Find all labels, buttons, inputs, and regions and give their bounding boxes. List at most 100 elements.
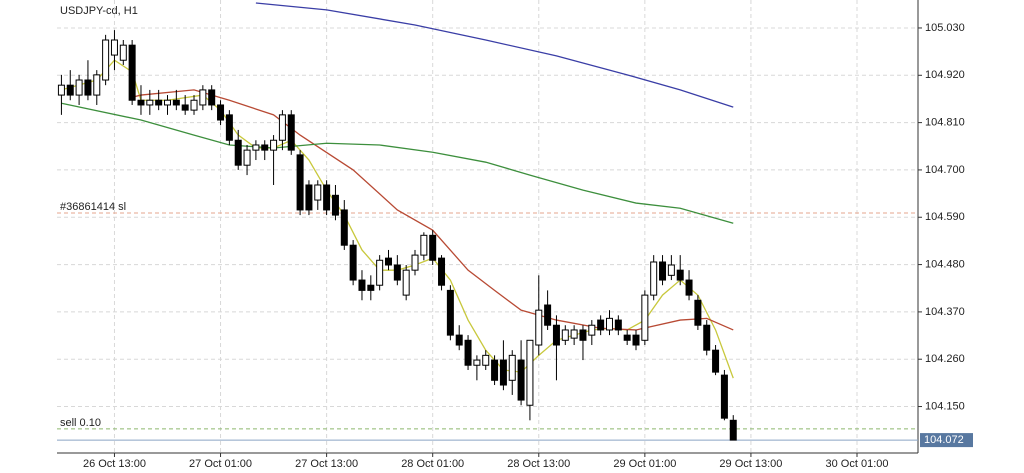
candle-body <box>163 99 171 106</box>
candle-body <box>155 99 163 106</box>
candle-body <box>535 309 543 346</box>
candle-body <box>499 359 507 386</box>
y-tick-label: 104.590 <box>925 211 965 223</box>
candle-body <box>66 84 74 96</box>
candle-body <box>676 269 684 281</box>
candle-body <box>287 114 295 151</box>
x-tick-label: 28 Oct 13:00 <box>507 458 570 470</box>
candle-body <box>190 99 198 111</box>
candle-body <box>588 324 596 336</box>
x-tick-label: 27 Oct 13:00 <box>295 458 358 470</box>
candle-body <box>420 234 428 256</box>
candle-body <box>146 99 154 106</box>
candle-body <box>561 329 569 341</box>
candle-body <box>729 419 737 441</box>
candle-body <box>438 257 446 286</box>
y-tick-label: 104.920 <box>925 69 965 81</box>
candle-body <box>473 359 481 366</box>
candle-body <box>358 279 366 291</box>
candle-body <box>632 334 640 346</box>
candle-body <box>597 319 605 331</box>
candle-body <box>694 299 702 326</box>
candle-body <box>172 99 180 106</box>
candle-body <box>508 354 516 381</box>
candle-body <box>128 44 136 101</box>
candle-body <box>199 89 207 106</box>
x-tick-label: 29 Oct 01:00 <box>613 458 676 470</box>
price-box <box>920 433 973 448</box>
candle-body <box>314 184 322 201</box>
candle-body <box>685 279 693 296</box>
candle-body <box>491 359 499 381</box>
candle-body <box>641 294 649 341</box>
price-label: 104.072 <box>924 434 964 446</box>
candle-body <box>376 259 384 286</box>
candle-body <box>181 104 189 111</box>
candle-body <box>278 114 286 141</box>
candle-body <box>570 329 578 339</box>
level-label: sell 0.10 <box>60 417 101 429</box>
candle-body <box>57 84 65 96</box>
candle-body <box>393 264 401 281</box>
candle-body <box>703 324 711 351</box>
candle-body <box>482 354 490 366</box>
candle-body <box>225 114 233 141</box>
y-tick-label: 104.260 <box>925 353 965 365</box>
candle-body <box>384 257 392 266</box>
candle-body <box>102 39 110 81</box>
level-label: #36861414 sl <box>60 201 126 213</box>
x-tick-label: 29 Oct 13:00 <box>719 458 782 470</box>
candle-body <box>650 261 658 296</box>
candle-body <box>296 154 304 211</box>
y-tick-label: 104.150 <box>925 400 965 412</box>
candle-body <box>429 234 437 261</box>
candle-body <box>712 349 720 373</box>
candle-body <box>323 184 331 211</box>
candle-body <box>367 284 375 291</box>
candle-body <box>614 319 622 331</box>
candle-body <box>252 144 260 151</box>
moving-average <box>255 2 734 108</box>
candle-body <box>464 339 472 366</box>
moving-average <box>61 102 734 224</box>
candle-body <box>659 261 667 281</box>
y-tick-label: 104.700 <box>925 164 965 176</box>
candle-body <box>110 39 118 56</box>
candle-body <box>579 329 587 341</box>
y-tick-label: 104.480 <box>925 258 965 270</box>
candle-body <box>526 339 534 406</box>
candle-body <box>84 79 92 96</box>
chart-title: USDJPY-cd, H1 <box>60 5 138 17</box>
candle-body <box>270 139 278 151</box>
candle-body <box>331 194 339 216</box>
candle-body <box>340 209 348 246</box>
candle-body <box>517 359 525 401</box>
candle-body <box>552 324 560 346</box>
y-tick-label: 105.030 <box>925 22 965 34</box>
candle-body <box>623 334 631 341</box>
candle-body <box>605 317 613 331</box>
candle-body <box>720 374 728 419</box>
candle-body <box>234 139 242 166</box>
candle-body <box>349 244 357 281</box>
x-tick-label: 28 Oct 01:00 <box>401 458 464 470</box>
candle-body <box>243 149 251 166</box>
candle-body <box>305 184 313 211</box>
x-tick-label: 30 Oct 01:00 <box>826 458 889 470</box>
candle-body <box>446 289 454 336</box>
y-tick-label: 104.810 <box>925 117 965 129</box>
candle-body <box>93 74 101 96</box>
candle-body <box>119 44 127 61</box>
x-tick-label: 27 Oct 01:00 <box>189 458 252 470</box>
x-tick-label: 26 Oct 13:00 <box>83 458 146 470</box>
candle-body <box>208 89 216 106</box>
y-tick-label: 104.370 <box>925 306 965 318</box>
candle-body <box>137 99 145 106</box>
candle-body <box>402 269 410 296</box>
candle-body <box>75 79 83 96</box>
candle-body <box>455 334 463 346</box>
candle-body <box>411 254 419 271</box>
